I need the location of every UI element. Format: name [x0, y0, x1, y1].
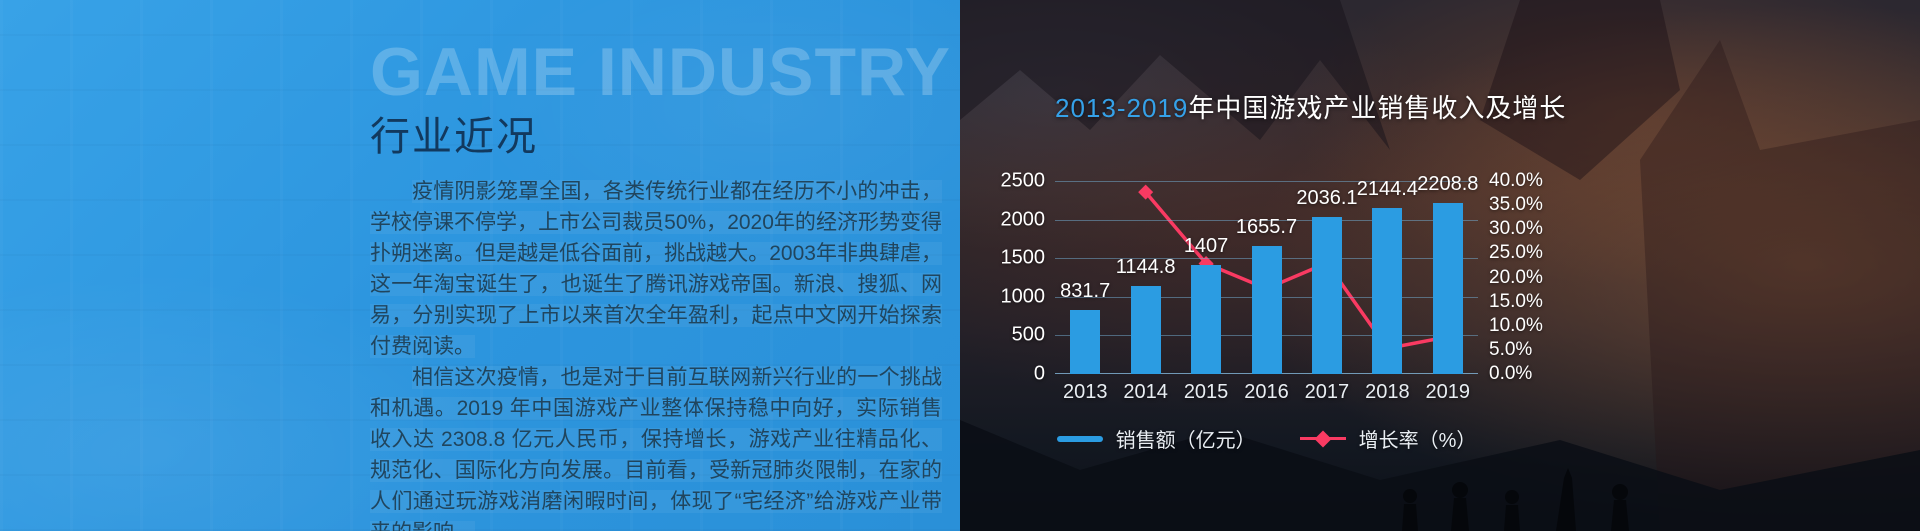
- bar-value-label: 1144.8: [1115, 255, 1176, 278]
- right-axis-tick-label: 5.0%: [1489, 338, 1533, 360]
- panel-texture: [0, 0, 960, 531]
- legend-label-sales: 销售额（亿元）: [1115, 430, 1256, 452]
- left-axis-tick-label: 0: [1033, 362, 1045, 385]
- right-axis-tick-label: 15.0%: [1489, 290, 1543, 312]
- right-axis: 0.0% 5.0% 10.0% 15.0% 20.0% 25.0% 30.0% 35.0% 40…: [1489, 170, 1559, 384]
- rooftop-silhouette: [960, 0, 1390, 150]
- bar-value-label: 1407: [1183, 235, 1229, 258]
- left-panel: GAME INDUSTRY 行业近况 疫情阴影笼罩全国，各类传统行业都在经历不小…: [0, 0, 960, 531]
- right-axis-tick-label: 25.0%: [1489, 242, 1543, 264]
- bar-value-label: 1655.7: [1235, 216, 1298, 239]
- right-axis-tick-label: 30.0%: [1489, 218, 1543, 240]
- tower-silhouette: [1640, 40, 1920, 531]
- bar: [1311, 216, 1342, 374]
- right-axis-tick-label: 40.0%: [1489, 170, 1543, 191]
- x-axis-tick-label: 2017: [1304, 381, 1350, 403]
- x-axis-tick-label: 2016: [1244, 381, 1289, 403]
- left-axis-tick-label: 1500: [1000, 246, 1046, 269]
- left-axis: 0 500 1000 1500 2000 2500: [968, 170, 1046, 385]
- right-axis-tick-label: 35.0%: [1489, 194, 1543, 216]
- x-axis-tick-label: 2015: [1183, 381, 1229, 403]
- chart-title-years: 2013-2019: [1055, 93, 1189, 123]
- page-title: 行业近况: [370, 115, 538, 159]
- bar: [1070, 309, 1101, 374]
- x-axis-tick-label: 2014: [1123, 381, 1168, 403]
- rooftop-silhouette: [1480, 0, 1680, 180]
- chart-plot: 831.7 1144.8 1407 1655.7 2036.1 2144.4 2208.8: [1055, 173, 1478, 374]
- x-axis: 2013 2014 2015 2016 2017 2018 2019: [1055, 381, 1478, 407]
- x-axis-tick-label: 2019: [1425, 381, 1471, 403]
- left-axis-tick-label: 1000: [1000, 285, 1046, 308]
- bar: [1251, 246, 1282, 374]
- line-series-swatch: [1299, 432, 1346, 446]
- legend-item-sales: 销售额（亿元）: [1056, 424, 1256, 453]
- chart-title: 2013-2019年中国游戏产业销售收入及增长: [1055, 88, 1565, 125]
- background-art: [960, 0, 1920, 531]
- paragraph-1: 疫情阴影笼罩全国，各类传统行业都在经历不小的冲击，学校停课不停学，上市公司裁员5…: [370, 180, 942, 358]
- bar: [1372, 208, 1403, 374]
- chess-pieces-silhouette: [1402, 468, 1629, 531]
- chart-legend: 销售额（亿元） 增长率（%）: [1055, 424, 1478, 453]
- foreground-silhouette: [960, 420, 1920, 531]
- left-axis-tick-label: 500: [1011, 323, 1045, 346]
- bar-series-swatch: [1056, 435, 1103, 442]
- gridline: [1055, 181, 1478, 182]
- paragraph-2: 相信这次疫情，也是对于目前互联网新兴行业的一个挑战和机遇。2019 年中国游戏产…: [370, 362, 942, 531]
- growth-point-marker: [1138, 184, 1154, 200]
- chart-title-rest: 年中国游戏产业销售收入及增长: [1188, 93, 1567, 123]
- right-panel: 2013-2019年中国游戏产业销售收入及增长 0 500 1000 1500 2000…: [960, 0, 1920, 531]
- bar: [1130, 285, 1161, 374]
- x-axis-tick-label: 2018: [1365, 381, 1410, 403]
- right-axis-tick-label: 20.0%: [1489, 266, 1543, 288]
- bar-value-label: 2208.8: [1417, 173, 1479, 196]
- legend-item-growth: 增长率（%）: [1299, 424, 1477, 453]
- watermark-text: GAME INDUSTRY: [370, 34, 951, 110]
- bar: [1432, 203, 1463, 374]
- bar-value-label: 2144.4: [1356, 178, 1418, 201]
- left-axis-tick-label: 2500: [1000, 169, 1046, 192]
- right-axis-tick-label: 0.0%: [1489, 363, 1533, 384]
- bar-value-label: 831.7: [1060, 279, 1111, 302]
- gridline: [1055, 219, 1478, 221]
- x-axis-tick-label: 2013: [1062, 381, 1108, 403]
- right-axis-tick-label: 10.0%: [1489, 314, 1543, 336]
- body-text: 疫情阴影笼罩全国，各类传统行业都在经历不小的冲击，学校停课不停学，上市公司裁员5…: [370, 176, 942, 531]
- bar: [1191, 265, 1222, 374]
- legend-label-growth: 增长率（%）: [1358, 430, 1477, 452]
- bar-value-label: 2036.1: [1296, 186, 1358, 209]
- left-axis-tick-label: 2000: [1000, 208, 1046, 231]
